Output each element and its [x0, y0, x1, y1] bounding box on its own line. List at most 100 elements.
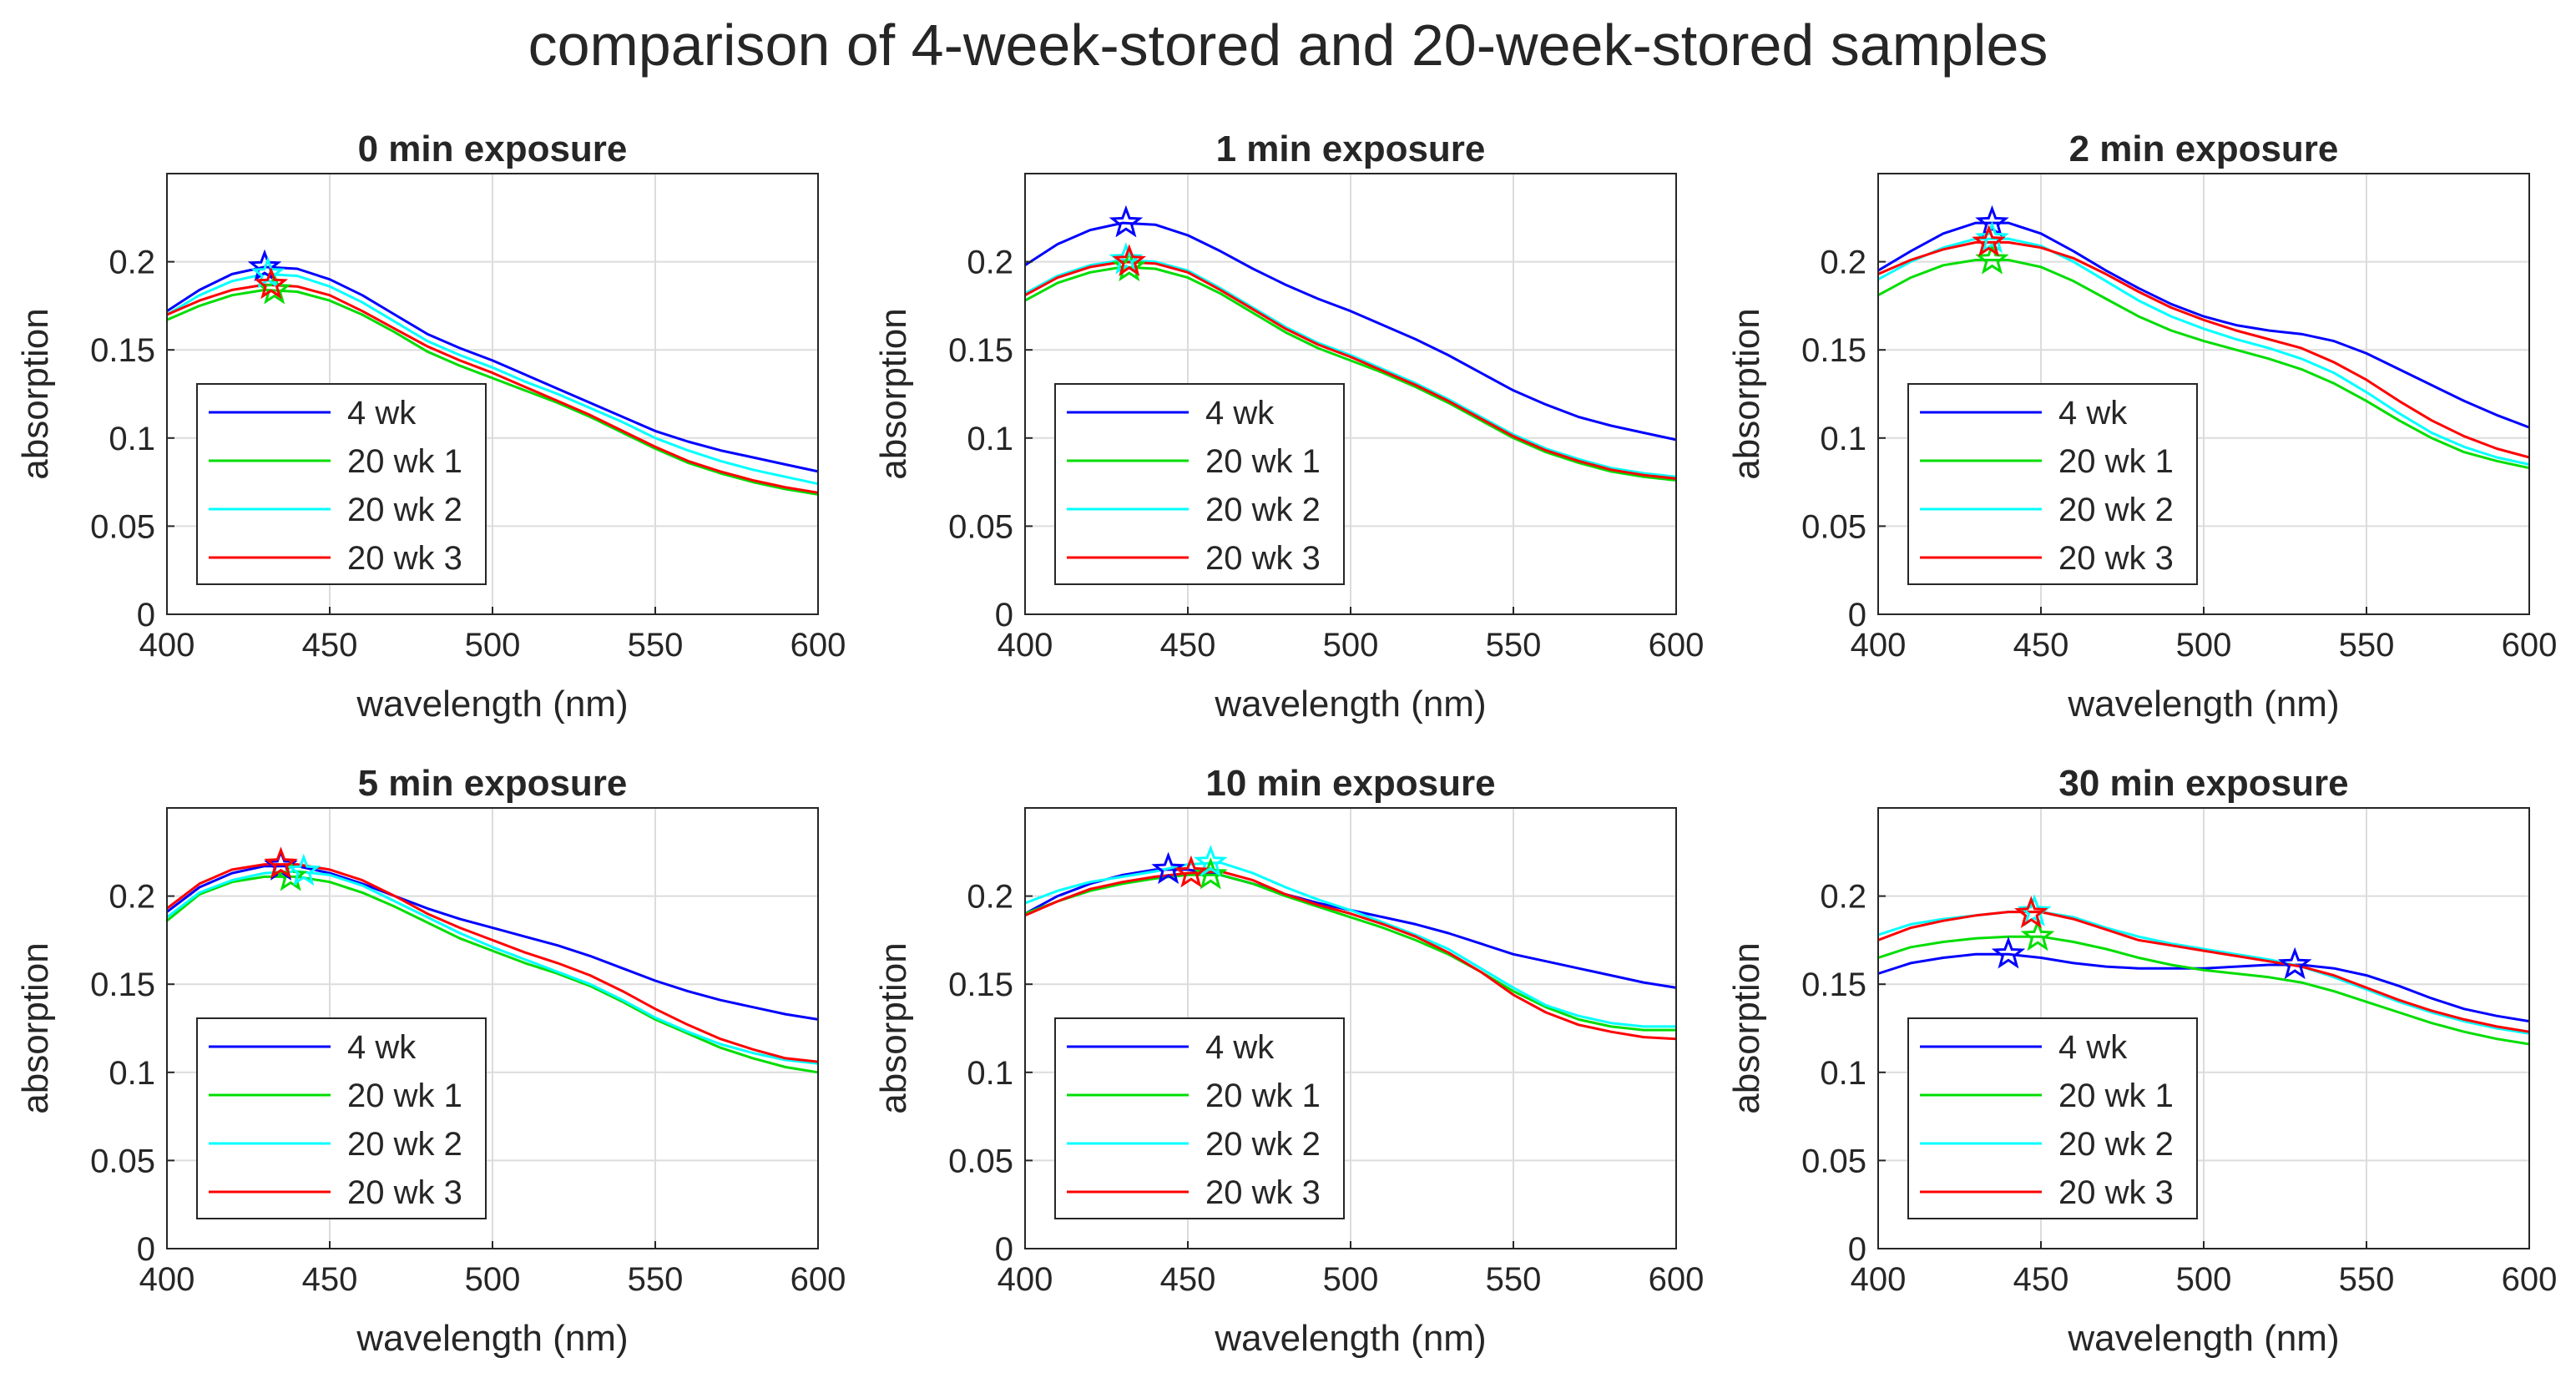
subplot-0-min-exposure: 400 450 500 550 600 0 0.05 0.1 0.15 0.2 0 min expo… [15, 129, 846, 724]
x-tick-label: 400 [998, 1261, 1053, 1298]
x-tick-label: 400 [998, 627, 1053, 664]
x-tick-label: 550 [628, 627, 684, 664]
legend-box [1907, 1017, 2198, 1219]
legend-box [196, 383, 487, 585]
legend-label: 20 wk 3 [347, 540, 462, 577]
x-tick-label: 500 [1323, 1261, 1379, 1298]
legend: 4 wk 20 wk 1 20 wk 2 20 wk 3 [1054, 383, 1345, 585]
y-axis-label: absorption [15, 308, 56, 479]
legend-label: 20 wk 2 [347, 492, 462, 528]
y-tick-label: 0.15 [1801, 332, 1866, 369]
y-axis-label: absorption [873, 308, 914, 479]
legend-label: 4 wk [347, 1029, 417, 1066]
legend: 4 wk 20 wk 1 20 wk 2 20 wk 3 [1054, 1017, 1345, 1219]
x-tick-label: 600 [1649, 1261, 1705, 1298]
x-tick-label: 450 [2013, 627, 2069, 664]
peak-star-20-wk-3 [254, 266, 289, 300]
peak-star-20-wk-1 [2020, 918, 2055, 951]
series-line-20-wk-3 [166, 863, 819, 1063]
x-tick-label: 500 [2176, 1261, 2232, 1298]
legend-box [1054, 383, 1345, 585]
figure-title: comparison of 4-week-stored and 20-week-… [528, 13, 2048, 78]
peak-star-20-wk-3 [1112, 244, 1147, 276]
x-tick-label: 400 [1851, 627, 1907, 664]
peak-star-20-wk-2 [2017, 894, 2052, 926]
x-tick-label: 550 [1486, 1261, 1542, 1298]
legend: 4 wk 20 wk 1 20 wk 2 20 wk 3 [1907, 383, 2198, 585]
peak-star-20-wk-2 [1194, 845, 1228, 877]
x-tick-label: 600 [2502, 1261, 2558, 1298]
y-tick-label: 0.15 [90, 967, 155, 1003]
y-tick-label: 0.1 [109, 421, 155, 457]
peak-star-4-wk [1109, 204, 1144, 238]
legend-label: 20 wk 3 [2058, 1174, 2174, 1211]
peak-star-4-wk [2277, 946, 2312, 980]
x-tick-label: 550 [2339, 1261, 2395, 1298]
peak-star-4-wk [247, 249, 282, 282]
legend-label: 20 wk 3 [1205, 1174, 1321, 1211]
legend-label: 20 wk 2 [1205, 1126, 1321, 1163]
peak-star-20-wk-2 [1975, 220, 2009, 254]
series-line-20-wk-1 [1877, 935, 2530, 1046]
y-axis-label: absorption [15, 942, 56, 1113]
x-tick-label: 500 [465, 627, 521, 664]
y-tick-label: 0 [137, 597, 155, 633]
peak-star-20-wk-1 [1975, 242, 2009, 275]
y-tick-label: 0.2 [967, 245, 1013, 281]
subplot-1-min-exposure: 400 450 500 550 600 0 0.05 0.1 0.15 0.2 1 min expo… [873, 129, 1704, 724]
subplot-10-min-exposure: 400 450 500 550 600 0 0.05 0.1 0.15 0.2 10 min exp… [873, 763, 1704, 1359]
subplot-title: 1 min exposure [1216, 129, 1486, 169]
x-tick-label: 600 [790, 627, 846, 664]
series-line-4-wk [166, 265, 819, 473]
x-tick-label: 500 [465, 1261, 521, 1298]
legend-box [196, 1017, 487, 1219]
legend-label: 4 wk [2058, 395, 2128, 432]
x-tick-label: 450 [302, 1261, 358, 1298]
x-axis-label: wavelength (nm) [2067, 684, 2339, 724]
x-axis-label: wavelength (nm) [356, 1318, 628, 1359]
series-line-20-wk-2 [1024, 861, 1676, 1028]
y-tick-label: 0.05 [1801, 1143, 1866, 1179]
y-tick-label: 0.05 [90, 508, 155, 545]
peak-star-20-wk-3 [2014, 896, 2048, 928]
y-tick-label: 0 [995, 1231, 1013, 1268]
subplot-5-min-exposure: 400 450 500 550 600 0 0.05 0.1 0.15 0.2 5 min expo… [15, 763, 846, 1359]
legend-label: 20 wk 1 [2058, 443, 2174, 480]
peak-star-4-wk [1151, 851, 1185, 885]
x-tick-label: 500 [1323, 627, 1379, 664]
peak-star-4-wk [1975, 204, 2009, 238]
legend-label: 20 wk 2 [347, 1126, 462, 1163]
series-line-20-wk-3 [1877, 911, 2530, 1033]
y-tick-label: 0.1 [109, 1055, 155, 1092]
legend: 4 wk 20 wk 1 20 wk 2 20 wk 3 [196, 383, 487, 585]
y-tick-label: 0.05 [948, 508, 1013, 545]
legend-label: 20 wk 3 [2058, 540, 2174, 577]
x-tick-label: 400 [1851, 1261, 1907, 1298]
x-tick-label: 600 [790, 1261, 846, 1298]
peak-star-20-wk-3 [1174, 855, 1209, 888]
legend-label: 20 wk 1 [347, 443, 462, 480]
subplot-title: 30 min exposure [2058, 763, 2348, 804]
subplot-30-min-exposure: 400 450 500 550 600 0 0.05 0.1 0.15 0.2 30 min exp… [1726, 763, 2557, 1359]
x-axis-label: wavelength (nm) [1214, 684, 1486, 724]
x-tick-label: 450 [1160, 1261, 1216, 1298]
subplot-title: 10 min exposure [1205, 763, 1495, 804]
series-line-4-wk [1877, 952, 2530, 1023]
y-tick-label: 0.05 [90, 1143, 155, 1179]
y-tick-label: 0 [137, 1231, 155, 1268]
x-tick-label: 450 [302, 627, 358, 664]
legend-label: 20 wk 1 [2058, 1078, 2174, 1114]
y-tick-label: 0.05 [1801, 508, 1866, 545]
y-tick-label: 0.15 [90, 332, 155, 369]
legend-label: 4 wk [1205, 395, 1275, 432]
y-axis-label: absorption [1726, 308, 1767, 479]
subplot-title: 5 min exposure [358, 763, 628, 804]
x-tick-label: 400 [139, 1261, 195, 1298]
x-axis-label: wavelength (nm) [1214, 1318, 1486, 1359]
y-axis-label: absorption [1726, 942, 1767, 1113]
legend-box [1907, 383, 2198, 585]
series-line-20-wk-1 [166, 288, 819, 496]
peak-star-4-wk [1991, 936, 2026, 969]
series-line-4-wk [1877, 221, 2530, 429]
